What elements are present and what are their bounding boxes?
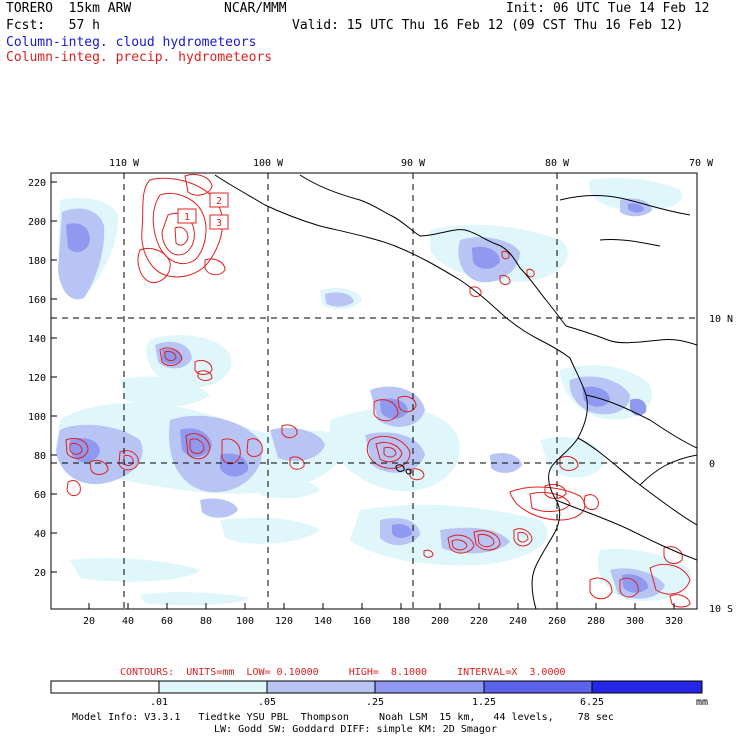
contour-label-1: 1 bbox=[184, 212, 190, 223]
coastlines bbox=[214, 174, 697, 609]
contour-box-1 bbox=[177, 208, 197, 224]
lat-label-10n: 10 N bbox=[709, 314, 733, 325]
x-tick-100: 100 bbox=[236, 616, 254, 627]
forecast-hour: Fcst: 57 h bbox=[6, 18, 100, 33]
legend-precip-label: Column-integ. precip. hydrometeors bbox=[6, 50, 273, 65]
valid-time: Valid: 15 UTC Thu 16 Feb 12 (09 CST Thu … bbox=[292, 18, 684, 33]
x-tick-120: 120 bbox=[275, 616, 293, 627]
model-info-line-2: LW: Godd SW: Goddard DIFF: simple KM: 2D… bbox=[214, 724, 497, 735]
y-tick-100: 100 bbox=[28, 412, 46, 423]
precip-contours bbox=[65, 173, 691, 608]
tick-marks bbox=[51, 181, 675, 609]
colorbar-swatch-5 bbox=[591, 680, 703, 694]
latlon-grid bbox=[51, 173, 697, 609]
y-tick-220: 220 bbox=[28, 178, 46, 189]
x-tick-60: 60 bbox=[161, 616, 173, 627]
lon-label-110w: 110 W bbox=[109, 158, 140, 169]
colorbar-swatch-4 bbox=[483, 680, 593, 694]
lon-label-80w: 80 W bbox=[545, 158, 570, 169]
y-tick-40: 40 bbox=[34, 529, 46, 540]
colorbar-swatch-2 bbox=[266, 680, 376, 694]
cloud-fields bbox=[56, 178, 691, 606]
x-tick-320: 320 bbox=[665, 616, 683, 627]
organization: NCAR/MMM bbox=[224, 1, 287, 16]
y-tick-200: 200 bbox=[28, 217, 46, 228]
colorbar bbox=[50, 680, 703, 694]
x-tick-200: 200 bbox=[431, 616, 449, 627]
plot-frame bbox=[50, 172, 698, 610]
x-tick-20: 20 bbox=[83, 616, 95, 627]
colorbar-tick-2: .25 bbox=[366, 697, 384, 708]
x-tick-240: 240 bbox=[509, 616, 527, 627]
x-tick-220: 220 bbox=[470, 616, 488, 627]
contour-label-3: 3 bbox=[216, 218, 222, 229]
colorbar-tick-0: .01 bbox=[150, 697, 168, 708]
colorbar-tick-4: 6.25 bbox=[580, 697, 604, 708]
lon-label-90w: 90 W bbox=[401, 158, 426, 169]
colorbar-swatch-0 bbox=[50, 680, 160, 694]
contour-box-2 bbox=[209, 192, 229, 208]
colorbar-tick-3: 1.25 bbox=[472, 697, 496, 708]
x-tick-280: 280 bbox=[587, 616, 605, 627]
lon-label-70w: 70 W bbox=[689, 158, 714, 169]
model-title: TORERO 15km ARW bbox=[6, 1, 132, 16]
y-tick-60: 60 bbox=[34, 490, 46, 501]
y-tick-20: 20 bbox=[34, 568, 46, 579]
lat-label-0: 0 bbox=[709, 459, 715, 470]
colorbar-unit: mm bbox=[696, 697, 708, 708]
lon-label-100w: 100 W bbox=[253, 158, 284, 169]
x-tick-260: 260 bbox=[548, 616, 566, 627]
legend-cloud-label: Column-integ. cloud hydrometeors bbox=[6, 35, 257, 50]
x-tick-300: 300 bbox=[626, 616, 644, 627]
y-tick-160: 160 bbox=[28, 295, 46, 306]
x-tick-160: 160 bbox=[353, 616, 371, 627]
contours-info: CONTOURS: UNITS=mm LOW= 0.10000 HIGH= 8.… bbox=[120, 667, 566, 678]
y-tick-180: 180 bbox=[28, 256, 46, 267]
x-tick-140: 140 bbox=[314, 616, 332, 627]
y-tick-80: 80 bbox=[34, 451, 46, 462]
x-tick-80: 80 bbox=[200, 616, 212, 627]
colorbar-swatch-3 bbox=[374, 680, 485, 694]
colorbar-tick-1: .05 bbox=[258, 697, 276, 708]
x-tick-180: 180 bbox=[392, 616, 410, 627]
x-tick-40: 40 bbox=[122, 616, 134, 627]
init-time: Init: 06 UTC Tue 14 Feb 12 bbox=[506, 1, 710, 16]
lat-label-10s: 10 S bbox=[709, 604, 733, 615]
y-tick-140: 140 bbox=[28, 334, 46, 345]
colorbar-swatch-1 bbox=[158, 680, 268, 694]
contour-box-3 bbox=[209, 214, 229, 230]
model-info-line-1: Model Info: V3.3.1 Tiedtke YSU PBL Thomp… bbox=[72, 712, 614, 723]
contour-label-2: 2 bbox=[216, 196, 222, 207]
y-tick-120: 120 bbox=[28, 373, 46, 384]
contour-label-boxes bbox=[177, 192, 229, 230]
